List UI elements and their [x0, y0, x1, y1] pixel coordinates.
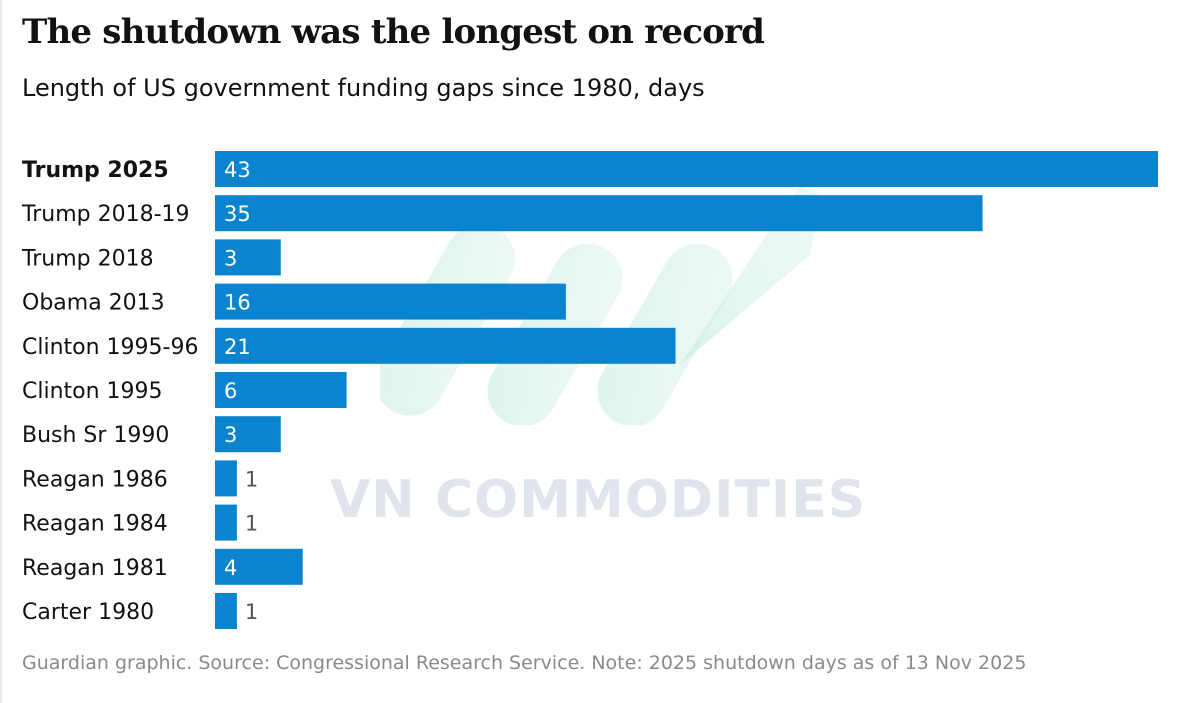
- category-label: Reagan 1986: [22, 467, 168, 492]
- bar: [215, 372, 347, 408]
- bar: [215, 283, 566, 320]
- bar: [215, 195, 983, 232]
- value-label: 21: [224, 335, 251, 359]
- category-label: Carter 1980: [22, 600, 154, 625]
- left-border: [0, 0, 2, 703]
- category-label: Clinton 1995: [22, 379, 163, 404]
- bar: [215, 548, 303, 585]
- category-label: Bush Sr 1990: [22, 423, 169, 448]
- category-label: Clinton 1995-96: [22, 335, 198, 360]
- value-label: 43: [224, 158, 251, 182]
- bar: [215, 151, 1158, 187]
- category-label: Obama 2013: [22, 291, 165, 316]
- watermark-text: VN COMMODITIES: [330, 470, 867, 530]
- category-label: Reagan 1984: [22, 512, 168, 537]
- bar: [215, 504, 237, 541]
- category-label: Reagan 1981: [22, 556, 168, 581]
- value-label: 6: [224, 379, 237, 403]
- bar: [215, 593, 237, 629]
- value-label: 3: [224, 423, 237, 447]
- value-label: 3: [224, 246, 237, 270]
- category-label: Trump 2025: [22, 158, 169, 183]
- bar: [215, 416, 281, 453]
- chart-title: The shutdown was the longest on record: [22, 12, 765, 52]
- bar: [215, 460, 237, 497]
- category-label: Trump 2018: [21, 246, 154, 271]
- value-label: 1: [245, 512, 258, 536]
- value-label: 16: [224, 291, 251, 315]
- bar: [215, 327, 676, 364]
- value-label: 35: [224, 202, 251, 226]
- bar: [215, 239, 281, 276]
- source-note: Guardian graphic. Source: Congressional …: [22, 652, 1027, 674]
- category-label: Trump 2018-19: [21, 202, 190, 227]
- value-label: 1: [245, 467, 258, 491]
- chart-subtitle: Length of US government funding gaps sin…: [22, 74, 705, 102]
- value-label: 4: [224, 556, 237, 580]
- value-label: 1: [245, 600, 258, 624]
